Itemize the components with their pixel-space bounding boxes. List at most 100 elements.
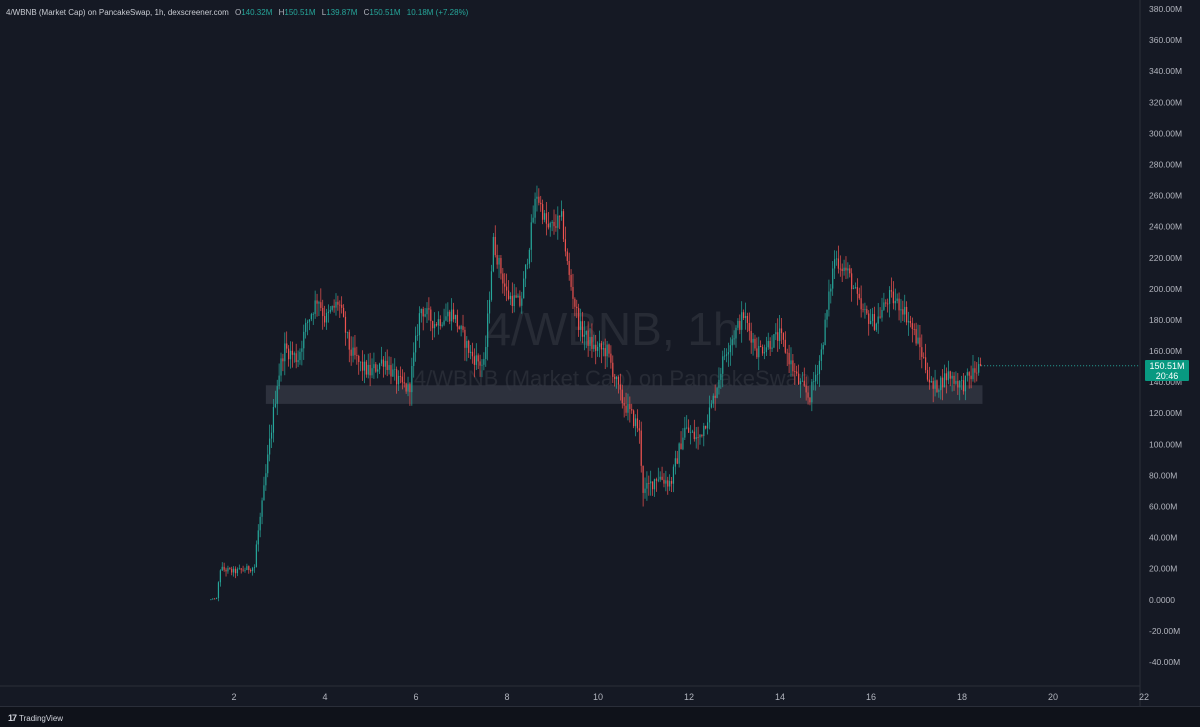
candle (680, 431, 682, 450)
candle (834, 250, 836, 280)
candle (392, 363, 394, 378)
candle (894, 288, 896, 311)
candle (595, 335, 597, 365)
candle-body (341, 304, 343, 308)
price-chart[interactable]: 4/WBNB, 1h 4/WBNB (Market Cap) on Pancak… (0, 0, 1200, 706)
candle (822, 342, 824, 355)
candle-body (906, 306, 908, 323)
candle-body (564, 239, 566, 252)
candle-body (375, 364, 377, 372)
candle-body (380, 359, 383, 364)
candle-body (547, 223, 549, 228)
candle-body (451, 309, 453, 322)
symbol-title: 4/WBNB (Market Cap) on PancakeSwap, 1h, … (6, 8, 229, 17)
candle-body (595, 344, 597, 351)
candle-body (784, 339, 786, 353)
candle (422, 306, 424, 331)
candle (739, 314, 741, 335)
candle (418, 306, 421, 348)
candle-body (314, 300, 316, 314)
candle-body (354, 347, 356, 356)
candle-body (269, 438, 271, 455)
candle (532, 205, 534, 224)
candle (801, 371, 803, 383)
candle-body (507, 290, 510, 299)
candle-body (695, 437, 697, 440)
candle-body (538, 196, 540, 203)
y-tick-label: 180.00M (1149, 315, 1182, 325)
candle-body (312, 313, 314, 315)
price-axis[interactable]: 380.00M 360.00M 340.00M 320.00M 300.00M 280.0… (1139, 0, 1182, 706)
candle-body (940, 377, 942, 391)
candle-body (722, 356, 724, 374)
candle (659, 471, 661, 482)
candle-body (488, 299, 491, 314)
candle-body (725, 354, 728, 356)
candle (479, 354, 481, 377)
candle-body (961, 380, 963, 382)
candle (705, 425, 707, 430)
candle (934, 369, 936, 397)
candle-body (661, 476, 663, 480)
footer-bar: 17 TradingView (0, 706, 1200, 727)
candle-body (318, 302, 320, 304)
candle-body (669, 481, 671, 487)
candle (966, 368, 968, 382)
candle-body (517, 295, 519, 298)
candle (583, 320, 585, 351)
candle-body (259, 516, 261, 531)
candle (811, 378, 813, 412)
candle-body (597, 346, 599, 351)
candle (542, 199, 544, 225)
candle (938, 388, 940, 398)
candle-body (966, 372, 968, 376)
candle-body (379, 363, 381, 370)
candle-body (828, 291, 830, 310)
candle-body (559, 215, 561, 217)
candle-body (263, 485, 265, 501)
candle (691, 429, 694, 433)
candle (794, 363, 796, 386)
y-tick-label: 40.00M (1149, 533, 1177, 543)
time-axis[interactable]: 2 4 6 8 10 12 14 16 18 20 22 (0, 685, 1149, 702)
candle (215, 597, 218, 600)
candle-body (746, 316, 748, 323)
candle (712, 393, 714, 408)
candle (534, 192, 536, 224)
y-tick-label: 300.00M (1149, 128, 1182, 138)
candle (303, 324, 305, 360)
candle-body (805, 385, 807, 393)
candle-body (928, 379, 930, 383)
candle-body (925, 357, 927, 371)
candle (415, 326, 417, 362)
candle-body (943, 373, 946, 388)
candle (974, 361, 976, 383)
candle (257, 524, 259, 552)
candle-body (481, 364, 483, 366)
candle (267, 444, 269, 478)
candle-body (807, 392, 809, 398)
candle-body (727, 352, 730, 355)
y-tick-label: 320.00M (1149, 97, 1182, 107)
support-zone-layer (265, 385, 983, 404)
candle-body (251, 568, 254, 572)
candle-body (701, 434, 703, 437)
candle-body (513, 295, 515, 306)
candle-body (305, 322, 307, 332)
candle (816, 365, 819, 385)
candle-body (551, 221, 553, 224)
candle-body (923, 356, 925, 358)
candle-body (947, 371, 949, 381)
candle (797, 364, 800, 385)
last-price-value: 150.51M (1149, 361, 1185, 371)
candle-body (293, 353, 295, 355)
candle-body (879, 316, 881, 318)
candle-body (699, 434, 701, 438)
candle-body (405, 383, 407, 392)
tradingview-logo[interactable]: 17 TradingView (8, 713, 63, 723)
candle (384, 351, 386, 375)
candle-body (485, 346, 487, 360)
candle (949, 370, 951, 387)
candle-body (267, 454, 269, 474)
candle (578, 303, 580, 337)
